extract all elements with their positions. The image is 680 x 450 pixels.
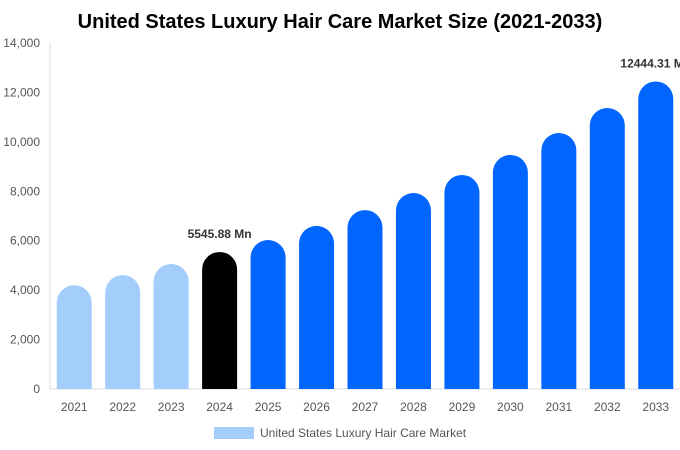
y-tick-label: 4,000 [10,283,40,297]
bar-2025 [250,239,286,389]
bar-2030 [492,154,528,389]
y-tick-label: 12,000 [3,85,40,99]
y-tick-label: 10,000 [3,135,40,149]
x-tick-label: 2022 [109,400,136,414]
legend: United States Luxury Hair Care Market [214,426,467,440]
x-tick-label: 2021 [61,400,88,414]
bar-2027 [347,210,383,389]
x-tick-label: 2032 [594,400,621,414]
y-tick-label: 0 [33,382,40,396]
y-tick-label: 6,000 [10,234,40,248]
data-label: 5545.88 Mn [188,227,252,241]
legend-label: United States Luxury Hair Care Market [260,426,467,440]
x-tick-label: 2023 [158,400,185,414]
legend-swatch [214,427,254,439]
bar-2022 [105,275,141,389]
bar-2033 [638,81,674,390]
y-tick-label: 2,000 [10,333,40,347]
x-tick-label: 2024 [206,400,233,414]
bar-2028 [395,193,431,389]
chart-title: United States Luxury Hair Care Market Si… [78,11,603,33]
x-tick-label: 2028 [400,400,427,414]
bar-2024 [202,251,238,389]
x-tick-label: 2025 [255,400,282,414]
x-tick-label: 2031 [545,400,572,414]
bar-2032 [589,107,625,390]
bar-2023 [153,263,189,389]
bar-2029 [444,174,480,389]
x-tick-label: 2026 [303,400,330,414]
x-tick-label: 2030 [497,400,524,414]
bar-2026 [299,225,335,389]
x-tick-label: 2029 [449,400,476,414]
x-tick-label: 2033 [642,400,669,414]
y-tick-label: 8,000 [10,184,40,198]
bar-2031 [541,132,577,389]
y-tick-label: 14,000 [3,36,40,50]
data-label: 12444.31 Mn [620,56,680,70]
bar-2021 [56,285,92,389]
x-tick-label: 2027 [352,400,379,414]
